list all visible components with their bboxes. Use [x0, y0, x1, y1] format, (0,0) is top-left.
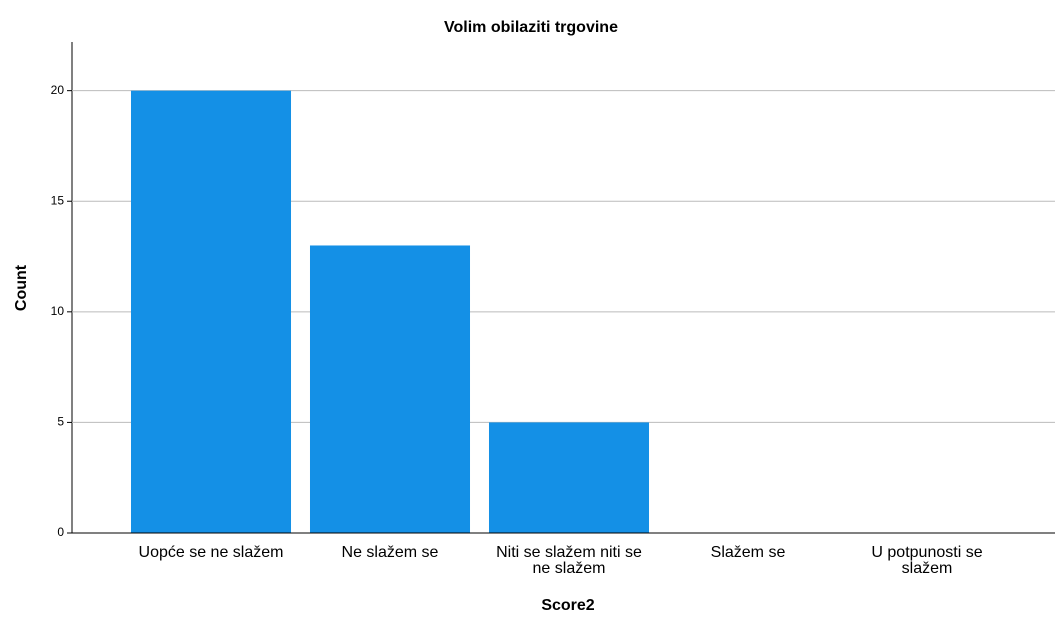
- x-tick-label: Ne slažem se: [341, 544, 439, 561]
- y-tick-label: 15: [51, 193, 65, 207]
- y-tick-label: 0: [57, 525, 64, 539]
- bar: [309, 245, 471, 533]
- y-tick-label: 10: [51, 304, 65, 318]
- bar: [130, 90, 292, 533]
- chart-title: Volim obilaziti trgovine: [444, 19, 618, 36]
- x-axis-label: Score2: [541, 597, 594, 614]
- y-tick-label: 5: [57, 415, 64, 429]
- x-tick-label: Slažem se: [710, 544, 786, 561]
- y-axis-label: Count: [13, 264, 30, 311]
- x-tick-label: Uopće se ne slažem: [138, 544, 284, 561]
- x-tick-label: Niti se slažem niti se ne slažem: [496, 544, 642, 577]
- y-tick-label: 20: [51, 83, 65, 97]
- x-tick-label: U potpunosti se slažem: [871, 544, 983, 577]
- bar: [488, 422, 650, 533]
